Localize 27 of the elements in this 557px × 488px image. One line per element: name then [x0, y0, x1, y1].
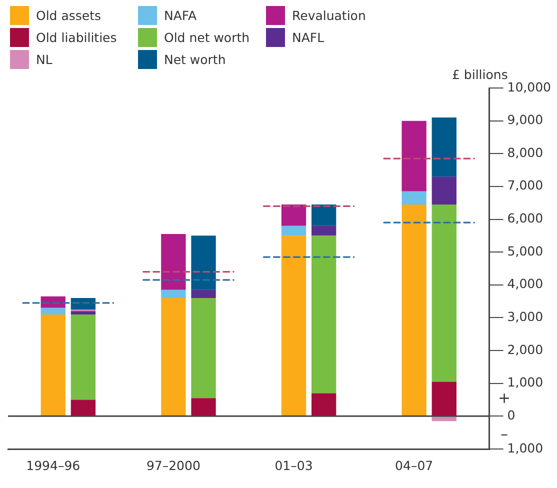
y-tick-label: 4,000 — [507, 276, 544, 292]
text: – — [500, 425, 508, 444]
y-tick-label: 7,000 — [507, 178, 544, 193]
legend-label: Old assets — [36, 8, 102, 23]
x-tick-label: 01–03 — [274, 458, 313, 473]
x-tick-label: 97–2000 — [146, 458, 200, 473]
legend-label: Revaluation — [292, 8, 366, 23]
y-tick-label: 10,000 — [507, 79, 552, 94]
legend-label: NAFL — [292, 30, 324, 45]
y-axis-title: £ billions — [452, 67, 508, 82]
legend-label: Old liabilities — [36, 30, 117, 45]
x-tick-label: 04–07 — [395, 458, 434, 473]
y-tick-label: 6,000 — [507, 210, 544, 226]
legend-label: NAFA — [164, 8, 196, 23]
y-tick-label: 2,000 — [507, 342, 544, 357]
legend-label: Net worth — [164, 52, 226, 67]
y-tick-label: 1,000 — [507, 374, 544, 390]
y-tick-label: 5,000 — [507, 243, 544, 258]
y-tick-label: 8,000 — [507, 144, 544, 160]
x-tick-label: 1994–96 — [26, 458, 80, 473]
y-tick-label: 3,000 — [507, 308, 544, 324]
y-tick-label: 9,000 — [507, 112, 544, 128]
legend-label: NL — [36, 52, 52, 67]
y-tick-label: 0 — [507, 407, 516, 422]
legend-label: Old net worth — [164, 30, 250, 45]
text: + — [498, 389, 511, 408]
y-tick-label: 1,000 — [507, 440, 544, 456]
